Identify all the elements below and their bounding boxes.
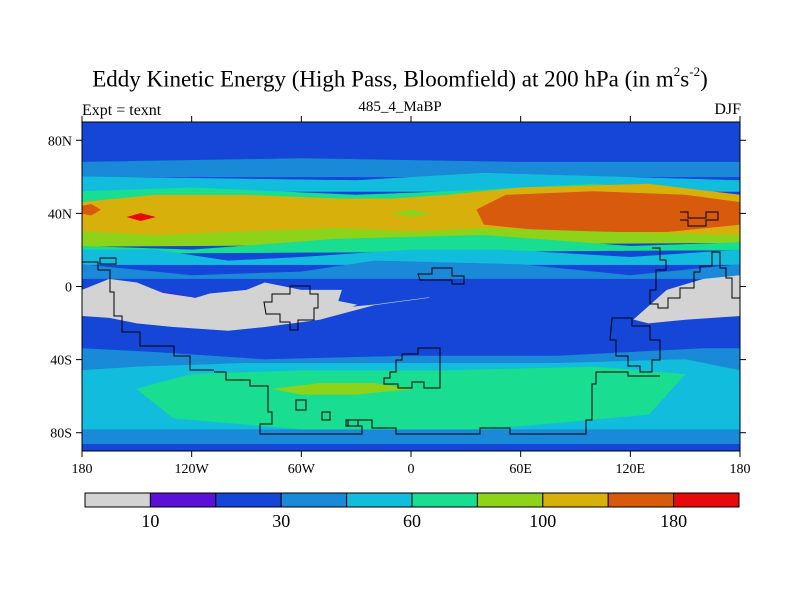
title-close: ) — [700, 66, 708, 92]
contour-region-jet-atlantic-core-level8 — [82, 203, 101, 216]
colorbar-swatch-3 — [280, 492, 348, 508]
title-exponent-minus-2: -2 — [689, 64, 701, 79]
colorbar-swatch-0 — [84, 492, 151, 508]
contour-region-blue-n-strip — [392, 209, 430, 218]
contour-field — [82, 122, 740, 451]
x-tick-label-2: 60W — [288, 462, 316, 477]
coastline-segment-2 — [214, 371, 660, 435]
colorbar-swatch-5 — [411, 492, 478, 508]
coastline-segment-3 — [383, 347, 441, 389]
y-tick-label-4: 80S — [50, 427, 72, 442]
x-tick-label-5: 120E — [616, 462, 646, 477]
colorbar-swatch-6 — [476, 492, 544, 508]
coastline-segment-6 — [680, 211, 719, 227]
contour-region-jet-pacific-level8 — [476, 191, 740, 232]
title-exponent-2: 2 — [673, 64, 681, 79]
contour-region-south-level6 — [273, 383, 412, 395]
colorbar-label-2: 60 — [403, 511, 421, 531]
coastlines — [82, 211, 740, 435]
contour-region-gray-australia — [633, 275, 740, 324]
chart-subtitle: 485_4_MaBP — [358, 99, 442, 115]
y-tick-label-3: 40S — [50, 354, 72, 369]
x-tick-label-6: 180 — [730, 462, 751, 477]
colorbar-swatch-9 — [673, 492, 740, 508]
contour-region-south-level5 — [136, 366, 686, 430]
experiment-label: Expt = texnt — [82, 102, 162, 119]
y-tick-label-2: 0 — [65, 281, 72, 296]
coastline-segment-10 — [347, 419, 359, 427]
coastline-segment-11 — [99, 257, 117, 265]
contour-region-polar-north — [82, 122, 740, 163]
colorbar-swatch-8 — [607, 492, 675, 508]
x-tick-label-0: 180 — [72, 462, 93, 477]
coastline-segment-4 — [417, 267, 465, 285]
coastline-segment-1 — [263, 285, 319, 331]
contour-region-gray-america-south — [82, 289, 358, 331]
y-tick-label-0: 80N — [48, 134, 72, 149]
x-tick-label-4: 60E — [509, 462, 532, 477]
axes: 180 120W 60W 0 60E 120E 180 80N 40N 0 40S 80S — [48, 116, 751, 477]
colorbar-label-0: 10 — [141, 511, 159, 531]
contour-region-jet-atlantic-core2-level9 — [126, 213, 156, 222]
x-tick-label-3: 0 — [408, 462, 415, 477]
title-text: Eddy Kinetic Energy (High Pass, Bloomfie… — [92, 66, 674, 92]
colorbar-label-4: 180 — [660, 511, 687, 531]
colorbar-label-1: 30 — [272, 511, 290, 531]
coastline-segment-5 — [649, 247, 740, 309]
y-tick-label-1: 40N — [48, 207, 72, 222]
colorbar-swatch-4 — [346, 492, 413, 508]
contour-region-subtropic-level5 — [82, 234, 740, 254]
x-tick-label-1: 120W — [175, 462, 210, 477]
colorbar-swatch-2 — [215, 492, 282, 508]
colorbar: 10 30 60 100 180 — [84, 492, 740, 531]
colorbar-label-3: 100 — [529, 511, 556, 531]
coastline-segment-9 — [321, 411, 331, 421]
colorbar-swatch-1 — [149, 492, 217, 508]
season-label: DJF — [714, 101, 741, 118]
chart-title: Eddy Kinetic Energy (High Pass, Bloomfie… — [0, 64, 800, 93]
coastline-segment-8 — [295, 399, 307, 411]
contour-region-north-band-level3 — [82, 158, 740, 178]
coastline-segment-7 — [609, 317, 661, 373]
title-s: s — [680, 66, 690, 92]
colorbar-swatch-7 — [542, 492, 609, 508]
coastline-segment-0 — [82, 261, 214, 371]
